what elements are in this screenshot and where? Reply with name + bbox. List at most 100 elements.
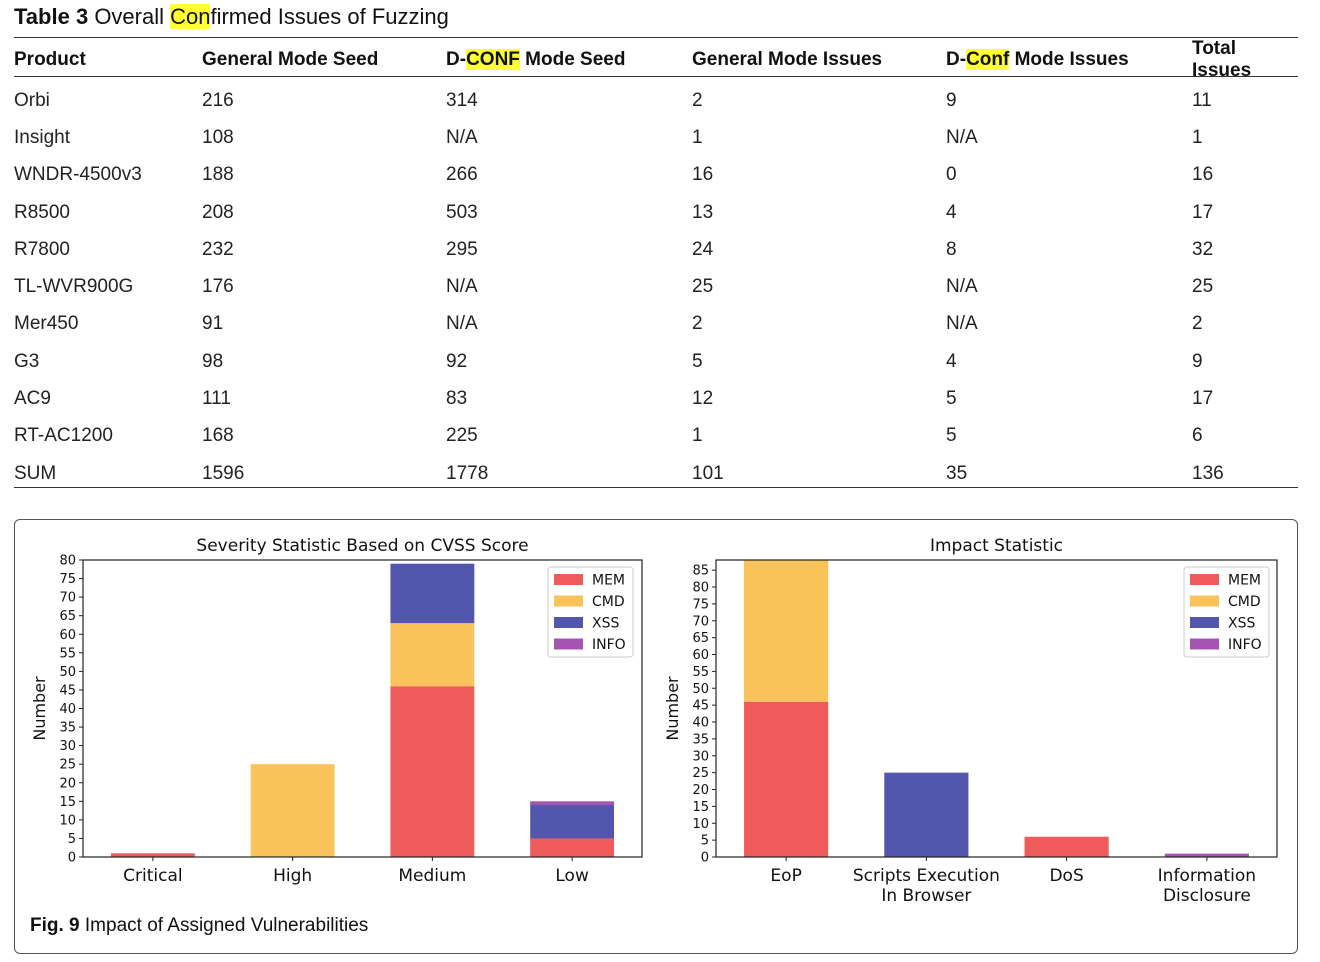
table-cell: 314 xyxy=(446,89,478,111)
bar-segment xyxy=(530,801,615,806)
table-cell: G3 xyxy=(14,350,40,372)
table-cell: 1 xyxy=(692,425,703,447)
y-tick-label: 25 xyxy=(692,766,709,781)
table-cell: 25 xyxy=(1192,276,1214,298)
bar-segment xyxy=(1164,853,1249,857)
y-tick-label: 20 xyxy=(59,776,76,791)
table-caption: Table 3 Overall Confirmed Issues of Fuzz… xyxy=(14,4,449,30)
table-cell: N/A xyxy=(946,313,978,335)
y-tick-label: 25 xyxy=(59,758,76,773)
y-tick-label: 70 xyxy=(59,591,76,606)
chart-title: Impact Statistic xyxy=(930,536,1063,556)
bar-segment xyxy=(744,560,829,702)
bar-segment xyxy=(110,853,195,857)
y-tick-label: 80 xyxy=(59,554,76,569)
table-cell: 2 xyxy=(1192,313,1203,335)
table-row: Orbi 216 314 2 9 11 xyxy=(14,82,1298,119)
x-tick-label: Critical xyxy=(123,866,182,886)
table-cell: 136 xyxy=(1192,462,1224,484)
bar-segment xyxy=(250,764,335,857)
x-tick-label: Medium xyxy=(398,866,466,886)
table-row: WNDR-4500v3 188 266 16 0 16 xyxy=(14,157,1298,194)
x-tick-label: Scripts Execution xyxy=(853,866,1000,886)
legend-box xyxy=(1183,566,1270,658)
y-tick-label: 20 xyxy=(692,783,709,798)
bar-segment xyxy=(390,623,475,687)
bar-segment xyxy=(1024,836,1109,857)
legend-label: CMD xyxy=(1228,594,1261,610)
table-cell: Orbi xyxy=(14,89,50,111)
table-cell: 168 xyxy=(202,425,234,447)
table-cell: 13 xyxy=(692,201,714,223)
table-cell: WNDR-4500v3 xyxy=(14,164,142,186)
table-cell: SUM xyxy=(14,462,57,484)
y-tick-label: 30 xyxy=(692,749,709,764)
table-cell: N/A xyxy=(946,126,978,148)
chart-title: Severity Statistic Based on CVSS Score xyxy=(196,536,528,556)
y-tick-label: 45 xyxy=(59,683,76,698)
table-row: RT-AC1200 168 225 1 5 6 xyxy=(14,418,1298,455)
x-tick-label: Low xyxy=(555,866,589,886)
table-cell: 12 xyxy=(692,388,714,410)
y-tick-label: 75 xyxy=(59,572,76,587)
table-cell: 16 xyxy=(1192,164,1214,186)
table-body: Orbi 2 16 314 2 9 1 1 Insight 108 N/A 1 N/A 1 WNDR-450… xyxy=(14,82,1298,492)
plot-frame xyxy=(715,559,1278,858)
table-cell: 25 xyxy=(692,276,714,298)
table-cell: Mer450 xyxy=(14,313,79,335)
table-cell: 0 xyxy=(946,164,957,186)
table-row: R7800 232 295 24 8 32 xyxy=(14,231,1298,268)
y-axis-label: Number xyxy=(30,676,49,741)
table-cell: 295 xyxy=(446,238,478,260)
bar-segment xyxy=(530,805,615,839)
y-tick-label: 35 xyxy=(59,721,76,736)
table-cell: 5 xyxy=(946,388,957,410)
column-header: Product xyxy=(14,49,86,70)
y-tick-label: 40 xyxy=(692,716,709,731)
table-cell: 111 xyxy=(202,388,231,410)
table-header-row: Product General Mode Seed D-CONF Mode Seed… xyxy=(14,38,1298,82)
table-cell: 24 xyxy=(692,238,714,260)
legend-swatch xyxy=(554,617,583,628)
table-cell: RT-AC1200 xyxy=(14,425,113,447)
table-cell: 98 xyxy=(202,350,224,372)
table-cell: 91 xyxy=(202,313,224,335)
x-tick-label: In Browser xyxy=(881,886,971,906)
table-cell: 8 xyxy=(946,238,957,260)
figure-caption-text: Impact of Assigned Vulnerabilities xyxy=(84,915,369,936)
table-cell: TL-WVR900G xyxy=(14,276,134,298)
table-bottom-rule xyxy=(14,487,1298,488)
y-tick-label: 35 xyxy=(692,732,709,747)
table-row: R8500 208 503 13 4 17 xyxy=(14,194,1298,231)
table-cell: R7800 xyxy=(14,238,70,260)
legend-swatch xyxy=(554,595,583,607)
table-header-rule xyxy=(14,76,1298,77)
table-row: Insight 108 N/A 1 N/A 1 xyxy=(14,119,1298,156)
y-tick-label: 50 xyxy=(692,682,709,697)
y-tick-label: 80 xyxy=(692,581,709,596)
table-cell: 9 xyxy=(1192,350,1203,372)
table-cell: 35 xyxy=(946,462,968,484)
table-cell: 5 xyxy=(946,425,957,447)
legend-label: XSS xyxy=(1228,616,1255,632)
table-cell: N/A xyxy=(446,313,478,335)
y-tick-label: 70 xyxy=(692,614,709,629)
y-tick-label: 0 xyxy=(701,851,709,866)
table-cell: N/A xyxy=(446,276,478,298)
legend-label: XSS xyxy=(592,616,619,632)
column-header: D-CONF Mode Seed xyxy=(446,49,626,70)
table-cell: 2 xyxy=(692,89,703,111)
y-tick-label: 30 xyxy=(59,739,76,754)
table-row: G3 98 92 5 4 9 xyxy=(14,343,1298,380)
column-header: General Mode Seed xyxy=(202,49,379,70)
y-tick-label: 40 xyxy=(59,702,76,717)
table-label: Table 3 xyxy=(14,4,89,29)
y-tick-label: 60 xyxy=(59,628,76,643)
table-cell: 176 xyxy=(202,276,234,298)
table-cell: N/A xyxy=(446,126,478,148)
legend-swatch xyxy=(1190,617,1219,628)
legend-box xyxy=(547,566,634,658)
table-cell: 188 xyxy=(202,164,234,186)
y-tick-label: 10 xyxy=(59,813,76,828)
